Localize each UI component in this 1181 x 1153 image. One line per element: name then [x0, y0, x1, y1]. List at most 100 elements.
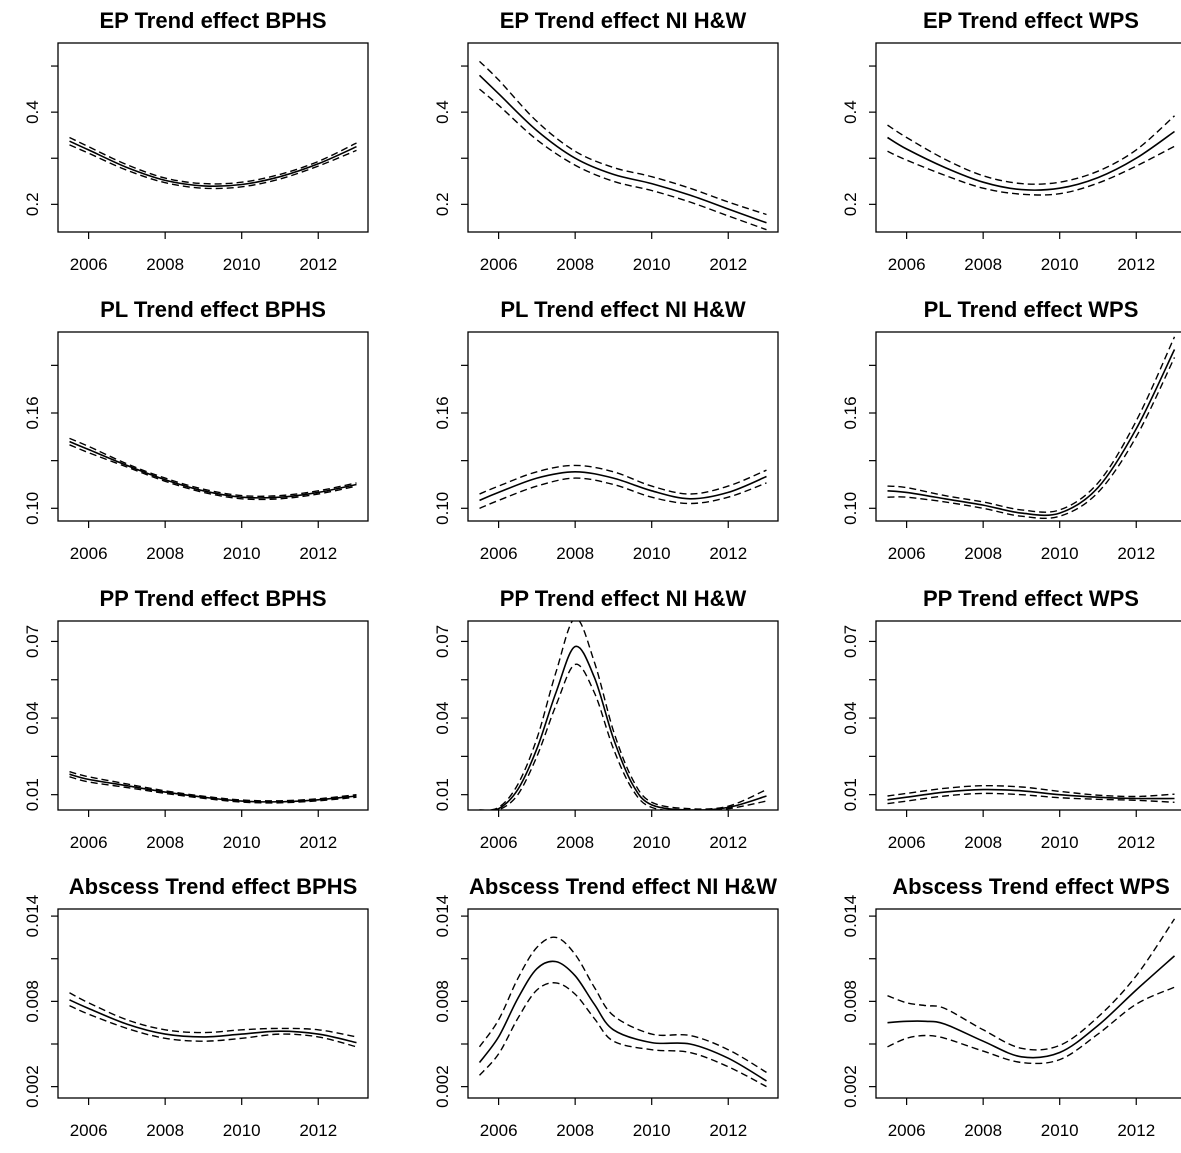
confidence-band-line [479, 621, 767, 810]
confidence-band-line [69, 444, 357, 501]
y-tick-label: 0.008 [23, 980, 42, 1023]
x-tick-label: 2010 [633, 544, 671, 563]
y-tick-label: 0.07 [433, 625, 452, 658]
confidence-band-line [887, 115, 1175, 185]
x-tick-label: 2012 [709, 544, 747, 563]
y-tick-label: 0.4 [841, 100, 860, 124]
x-tick-label: 2008 [556, 833, 594, 852]
x-tick-label: 2006 [480, 833, 518, 852]
trend-line [887, 349, 1176, 517]
confidence-band-line [69, 144, 357, 190]
plot-frame [875, 908, 1181, 1099]
confidence-band-line [479, 60, 767, 216]
trend-line [478, 74, 767, 224]
x-tick-label: 2012 [709, 833, 747, 852]
x-tick-label: 2008 [556, 1121, 594, 1140]
x-tick-label: 2008 [556, 255, 594, 274]
y-tick-label: 0.2 [23, 192, 42, 216]
x-tick-label: 2006 [70, 544, 108, 563]
y-tick-label: 0.008 [433, 980, 452, 1023]
x-tick-label: 2012 [1117, 255, 1155, 274]
chart-svg: PP Trend effect WPS 2006 2008 2010 2012 0.01 0… [841, 586, 1181, 852]
trend-line [69, 140, 357, 188]
chart-panel-6: PL Trend effect WPS 2006 2008 2010 2012 0.10 0… [818, 289, 1181, 576]
plot-frame [57, 908, 369, 1099]
x-tick-label: 2006 [480, 544, 518, 563]
x-tick-label: 2008 [146, 1121, 184, 1140]
trend-line [69, 440, 357, 499]
chart-title: PL Trend effect WPS [924, 297, 1139, 322]
x-tick-label: 2012 [1117, 1121, 1155, 1140]
plot-frame [57, 42, 369, 233]
y-tick-label: 0.008 [841, 980, 860, 1023]
chart-panel-11: Abscess Trend effect NI H&W 2006 2008 2010 2… [410, 866, 800, 1153]
x-tick-label: 2006 [70, 1121, 108, 1140]
confidence-band-line [69, 992, 357, 1038]
y-tick-label: 0.2 [841, 192, 860, 216]
x-tick-label: 2010 [223, 544, 261, 563]
x-tick-label: 2006 [888, 544, 926, 563]
y-tick-label: 0.16 [433, 396, 452, 429]
y-tick-label: 0.014 [23, 895, 42, 938]
x-tick-label: 2006 [888, 833, 926, 852]
chart-title: EP Trend effect WPS [923, 8, 1139, 33]
chart-svg: PL Trend effect WPS 2006 2008 2010 2012 0.10 0… [841, 297, 1181, 563]
y-tick-label: 0.04 [841, 702, 860, 735]
x-tick-label: 2006 [70, 255, 108, 274]
x-tick-label: 2008 [964, 833, 1002, 852]
y-tick-label: 0.4 [23, 100, 42, 124]
x-tick-label: 2008 [146, 833, 184, 852]
plot-frame [467, 331, 779, 522]
x-tick-label: 2012 [299, 544, 337, 563]
chart-title: Abscess Trend effect WPS [892, 874, 1170, 899]
chart-svg: Abscess Trend effect WPS 2006 2008 2010 2012… [841, 874, 1181, 1140]
x-tick-label: 2006 [888, 255, 926, 274]
confidence-band-line [479, 464, 767, 495]
chart-panel-7: PP Trend effect BPHS 2006 2008 2010 2012 0.01… [0, 578, 390, 865]
trend-line [69, 773, 357, 803]
y-tick-label: 0.10 [841, 492, 860, 525]
x-tick-label: 2012 [299, 833, 337, 852]
confidence-band-line [496, 663, 767, 810]
trend-line [887, 788, 1175, 801]
chart-svg: EP Trend effect NI H&W 2006 2008 2010 2012 0.… [433, 8, 779, 274]
trend-line [887, 130, 1175, 191]
y-tick-label: 0.002 [841, 1065, 860, 1108]
chart-panel-9: PP Trend effect WPS 2006 2008 2010 2012 0.01 0… [818, 578, 1181, 865]
y-tick-label: 0.014 [433, 895, 452, 938]
x-tick-label: 2008 [964, 544, 1002, 563]
chart-title: PL Trend effect BPHS [100, 297, 326, 322]
y-tick-label: 0.10 [23, 492, 42, 525]
chart-svg: PP Trend effect NI H&W 2006 2008 2010 2012 0.… [433, 586, 779, 852]
plot-frame [57, 331, 369, 522]
confidence-band-line [69, 771, 357, 802]
chart-svg: EP Trend effect BPHS 2006 2008 2010 2012 0.2 0… [23, 8, 369, 274]
chart-panel-2: EP Trend effect NI H&W 2006 2008 2010 2012 0.… [410, 0, 800, 287]
x-tick-label: 2010 [633, 255, 671, 274]
confidence-band-line [69, 1004, 357, 1048]
trend-line [478, 960, 767, 1082]
x-tick-label: 2012 [1117, 544, 1155, 563]
chart-panel-12: Abscess Trend effect WPS 2006 2008 2010 2012… [818, 866, 1181, 1153]
y-tick-label: 0.01 [433, 778, 452, 811]
x-tick-label: 2008 [964, 255, 1002, 274]
x-tick-label: 2008 [556, 544, 594, 563]
chart-panel-5: PL Trend effect NI H&W 2006 2008 2010 2012 0.… [410, 289, 800, 576]
chart-svg: PP Trend effect BPHS 2006 2008 2010 2012 0.01… [23, 586, 369, 852]
chart-panel-1: EP Trend effect BPHS 2006 2008 2010 2012 0.2 0… [0, 0, 390, 287]
plot-frame [467, 42, 779, 233]
y-tick-label: 0.07 [23, 625, 42, 658]
chart-panel-8: PP Trend effect NI H&W 2006 2008 2010 2012 0.… [410, 578, 800, 865]
x-tick-label: 2010 [1041, 255, 1079, 274]
y-tick-label: 0.04 [23, 702, 42, 735]
trend-line [479, 470, 767, 502]
chart-svg: Abscess Trend effect BPHS 2006 2008 2010 201… [23, 874, 369, 1140]
x-tick-label: 2008 [146, 255, 184, 274]
plot-frame [467, 620, 779, 811]
trend-line [491, 645, 767, 810]
chart-panel-10: Abscess Trend effect BPHS 2006 2008 2010 201… [0, 866, 390, 1153]
chart-svg: EP Trend effect WPS 2006 2008 2010 2012 0.2 0.… [841, 8, 1181, 274]
plot-frame [875, 331, 1181, 522]
confidence-band-line [478, 936, 767, 1074]
